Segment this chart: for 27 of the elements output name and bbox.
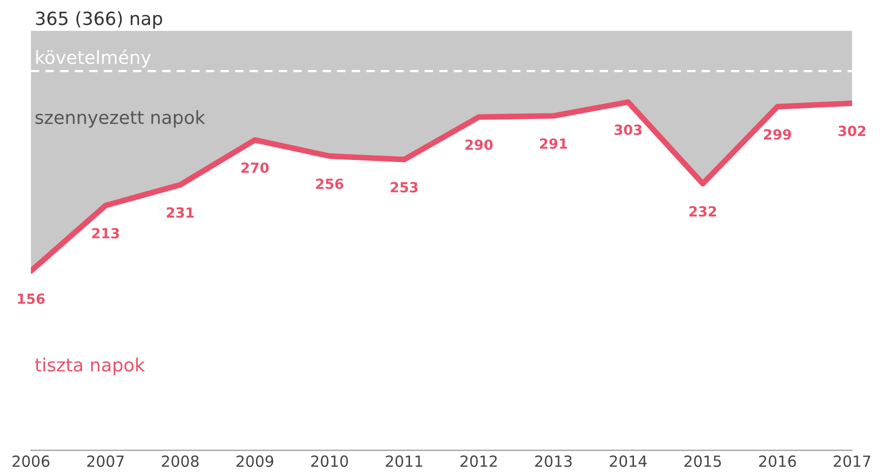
data-label: 231 <box>166 207 194 218</box>
x-tick-label: 2006 <box>12 455 50 467</box>
data-label: 290 <box>465 139 493 150</box>
data-label: 270 <box>241 162 269 173</box>
data-label: 156 <box>18 293 45 304</box>
x-tick-label: 2007 <box>87 455 124 467</box>
x-tick-label: 2016 <box>759 455 796 467</box>
x-tick-label: 2015 <box>684 455 721 467</box>
series-label: szennyezett napok <box>36 110 206 128</box>
x-tick-label: 2008 <box>162 455 199 467</box>
x-tick-label: 2013 <box>535 455 572 467</box>
text: tiszta napok <box>35 358 145 376</box>
data-label: 291 <box>540 138 568 149</box>
data-label: 213 <box>92 228 119 238</box>
data-label: 302 <box>838 126 866 136</box>
x-tick-label: 2010 <box>311 455 348 467</box>
data-label: 253 <box>390 182 418 193</box>
x-tick-label: 2011 <box>386 455 422 467</box>
data-label: 256 <box>316 178 344 190</box>
x-tick-label: 2014 <box>610 455 647 467</box>
x-tick-label: 2017 <box>834 455 870 467</box>
x-tick-label: 2012 <box>460 455 497 467</box>
data-label: 232 <box>689 206 716 217</box>
text: 365 (366) nap <box>36 11 162 29</box>
data-label: 299 <box>764 129 792 140</box>
x-tick-label: 2009 <box>236 455 274 467</box>
data-label: 303 <box>614 124 642 136</box>
